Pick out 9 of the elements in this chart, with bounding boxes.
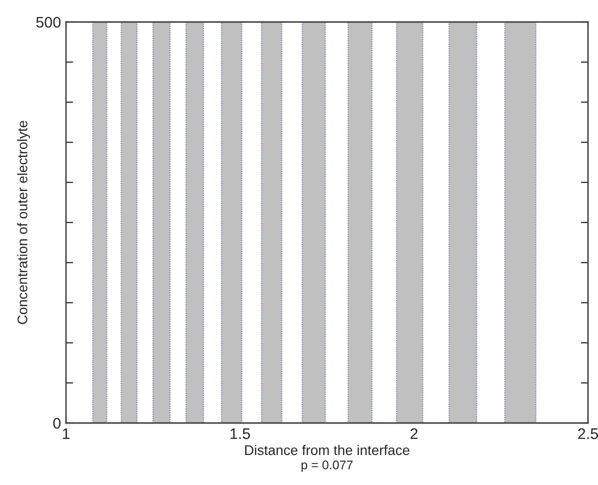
text: p = 0.077 [302, 460, 353, 472]
y-axis-title: Concentration of outer electrolyte [17, 120, 30, 324]
x-axis-title: Distance from the interface [245, 444, 410, 456]
x-tick-label: 2.5 [578, 428, 598, 440]
x-tick-label: 1 [62, 428, 70, 439]
y-tick-label: 0 [53, 418, 61, 429]
x-tick-label: 1.5 [230, 428, 250, 440]
x-tick-label: 2 [410, 428, 418, 439]
y-tick-label: 500 [36, 16, 61, 28]
